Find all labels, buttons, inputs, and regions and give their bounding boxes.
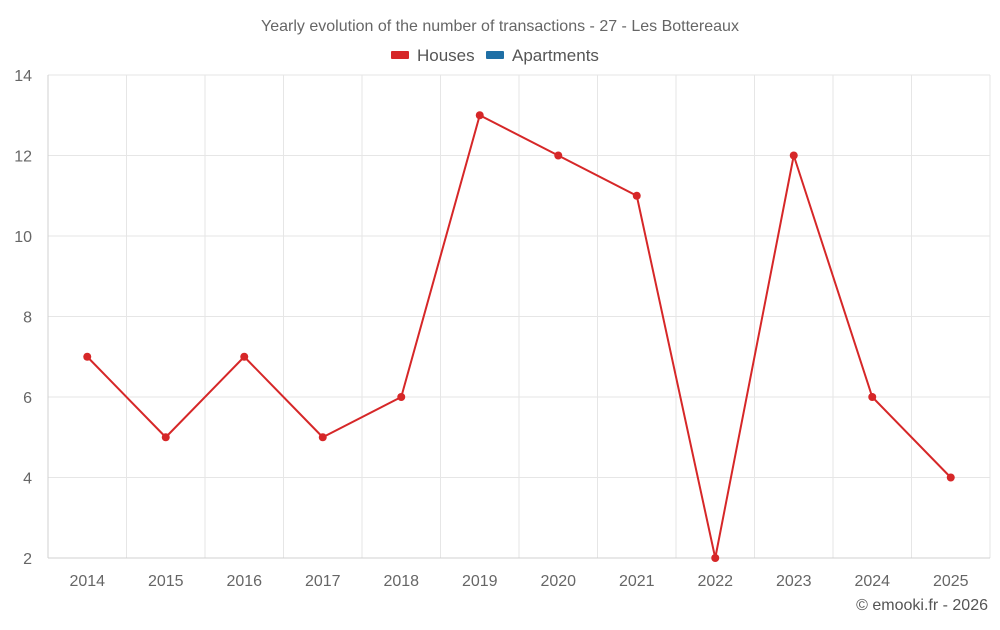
x-tick-label: 2020 — [540, 573, 576, 590]
legend-swatch-houses — [391, 51, 409, 59]
data-point-houses[interactable] — [946, 473, 955, 482]
credit-text: © emooki.fr - 2026 — [856, 597, 988, 614]
y-tick-label: 4 — [23, 471, 32, 488]
x-tick-label: 2017 — [305, 573, 341, 590]
data-point-houses[interactable] — [397, 393, 406, 401]
data-point-houses[interactable] — [161, 433, 170, 442]
legend-item-apartments[interactable]: Apartments — [486, 46, 599, 65]
x-tick-label: 2014 — [69, 573, 105, 590]
data-point-houses[interactable] — [83, 352, 92, 361]
y-tick-label: 12 — [14, 149, 32, 166]
chart-title: Yearly evolution of the number of transa… — [261, 18, 739, 35]
grid — [47, 74, 991, 559]
x-tick-label: 2022 — [697, 573, 733, 590]
y-tick-label: 8 — [23, 310, 32, 327]
y-tick-label: 6 — [23, 390, 32, 407]
x-tick-label: 2025 — [933, 573, 969, 590]
x-tick-label: 2021 — [619, 573, 655, 590]
x-tick-label: 2015 — [148, 573, 184, 590]
legend-swatch-apartments — [486, 51, 504, 59]
series — [83, 111, 955, 562]
legend: Houses Apartments — [391, 46, 599, 65]
legend-label-houses: Houses — [417, 46, 475, 65]
x-tick-label: 2016 — [226, 573, 262, 590]
data-point-houses[interactable] — [318, 433, 327, 442]
legend-item-houses[interactable]: Houses — [391, 46, 475, 65]
legend-label-apartments: Apartments — [512, 46, 599, 65]
data-point-houses[interactable] — [632, 191, 641, 200]
axes: 2 4 6 8 10 12 14 2014 2015 2016 2017 2018 2019 2020 20… — [14, 68, 990, 590]
series-line-houses — [86, 114, 952, 559]
data-point-houses[interactable] — [240, 352, 249, 361]
x-tick-label: 2024 — [854, 573, 890, 590]
data-point-houses[interactable] — [789, 151, 798, 160]
data-point-houses[interactable] — [868, 393, 877, 401]
x-tick-label: 2023 — [776, 573, 812, 590]
y-tick-label: 10 — [14, 229, 32, 246]
x-tick-label: 2019 — [462, 573, 498, 590]
y-tick-label: 14 — [14, 68, 32, 85]
data-point-houses[interactable] — [711, 554, 720, 562]
data-point-houses[interactable] — [475, 111, 484, 120]
x-tick-label: 2018 — [383, 573, 419, 590]
y-tick-label: 2 — [23, 551, 32, 568]
data-point-houses[interactable] — [554, 151, 563, 160]
